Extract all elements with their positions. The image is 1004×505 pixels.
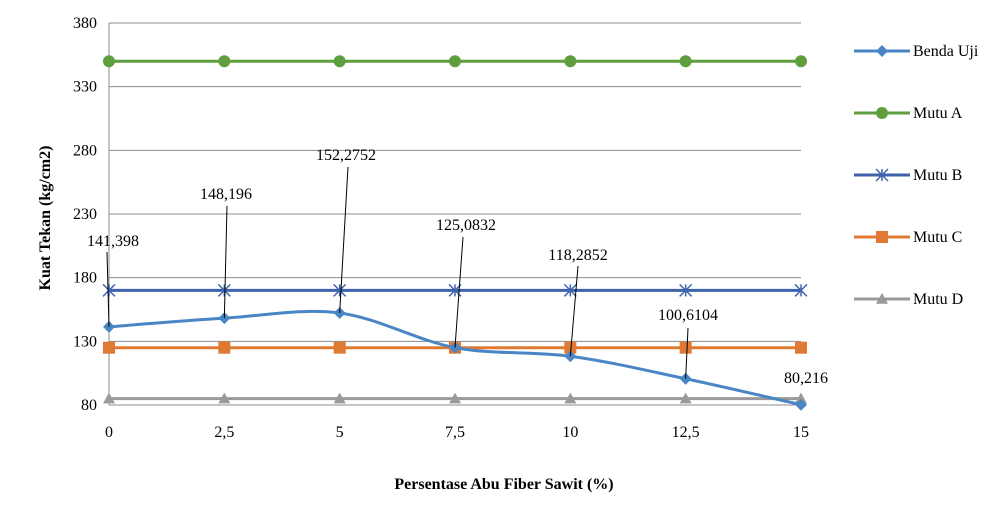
leader-line [454, 236, 464, 348]
x-axis: 0 2,5 5 7,5 10 12,5 15 [105, 404, 809, 441]
point-marker [449, 392, 461, 404]
point-marker [103, 341, 115, 354]
legend-entry: Mutu D [854, 291, 963, 308]
x-tick-label: 0 [105, 424, 113, 441]
point-marker [679, 392, 692, 404]
y-tick-label: 330 [73, 79, 97, 96]
point-marker [794, 283, 808, 297]
x-tick-label: 10 [562, 424, 578, 441]
point-marker [333, 341, 346, 354]
series-mutu-b [102, 283, 808, 297]
legend-entry: Mutu B [854, 167, 962, 184]
point-marker [679, 283, 693, 297]
point-marker [564, 55, 577, 68]
leader-line [569, 265, 579, 357]
data-label: 125,0832 [436, 217, 496, 234]
legend-label: Benda Uji [913, 43, 979, 60]
legend-label: Mutu C [913, 229, 962, 246]
point-marker [876, 45, 888, 57]
point-marker [103, 55, 115, 68]
x-tick-label: 2,5 [214, 424, 234, 441]
data-label: 141,398 [87, 233, 139, 250]
point-marker [333, 55, 346, 68]
legend: Benda Uji Mutu A Mutu B Mutu C Mutu D [854, 43, 979, 308]
point-marker [795, 392, 807, 404]
point-marker [103, 392, 115, 404]
leader-line [223, 205, 228, 319]
y-tick-label: 380 [73, 15, 97, 32]
point-marker [217, 283, 231, 297]
legend-label: Mutu D [913, 291, 963, 308]
data-label: 118,2852 [548, 247, 607, 264]
point-marker [795, 398, 807, 411]
point-marker [564, 392, 577, 404]
data-label: 100,6104 [658, 307, 718, 324]
point-marker [333, 283, 347, 297]
legend-entry: Mutu A [854, 105, 963, 122]
point-marker [218, 392, 231, 404]
point-marker [563, 283, 577, 297]
series-mutu-d [103, 392, 807, 404]
y-axis: 80 130 180 230 280 330 380 [73, 15, 110, 414]
x-tick-label: 7,5 [445, 424, 465, 441]
legend-entry: Mutu C [854, 229, 962, 246]
point-marker [679, 341, 692, 354]
data-labels: 141,398 148,196 152,2752 125,0832 118,2852 10… [87, 147, 828, 387]
point-marker [679, 55, 692, 68]
point-marker [449, 55, 461, 68]
x-axis-title: Persentase Abu Fiber Sawit (%) [394, 476, 613, 493]
leader-line [339, 166, 349, 313]
series-line [108, 309, 802, 407]
point-marker [876, 293, 888, 304]
point-marker [876, 107, 888, 119]
y-tick-label: 280 [73, 142, 97, 159]
data-label: 80,216 [784, 370, 828, 387]
point-marker [102, 283, 116, 297]
leader-line [106, 251, 110, 327]
legend-label: Mutu B [913, 167, 962, 184]
data-label: 152,2752 [316, 147, 376, 164]
legend-label: Mutu A [913, 105, 963, 122]
point-marker [333, 392, 346, 404]
y-tick-label: 130 [73, 333, 97, 350]
point-marker [218, 341, 231, 354]
x-tick-label: 5 [336, 424, 344, 441]
point-marker [795, 341, 807, 354]
gridlines [109, 22, 801, 342]
y-tick-label: 180 [73, 270, 97, 287]
legend-entry: Benda Uji [854, 43, 979, 60]
point-marker [564, 341, 577, 354]
y-tick-label: 80 [81, 397, 97, 414]
point-marker [875, 168, 889, 182]
point-marker [876, 231, 888, 243]
leader-line [685, 327, 689, 379]
x-tick-label: 12,5 [672, 424, 700, 441]
point-marker [795, 55, 807, 68]
x-tick-label: 15 [793, 424, 809, 441]
point-marker [218, 55, 231, 68]
data-label: 148,196 [200, 186, 252, 203]
series-mutu-a [103, 55, 807, 68]
y-axis-title: Kuat Tekan (kg/cm2) [37, 146, 54, 291]
y-tick-label: 230 [73, 206, 97, 223]
